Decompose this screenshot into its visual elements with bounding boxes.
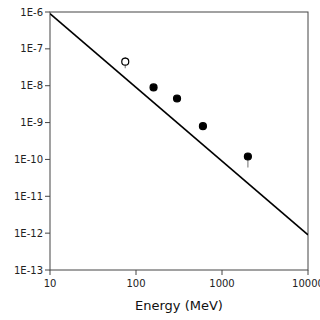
- y-tick-label: 1E-6: [20, 7, 43, 18]
- y-tick: [45, 233, 50, 234]
- x-tick: [136, 270, 137, 275]
- y-tick-label: 1E-10: [14, 154, 43, 165]
- y-tick: [45, 48, 50, 49]
- y-tick-label: 1E-11: [14, 191, 43, 202]
- x-tick-label: 10: [44, 278, 57, 289]
- y-tick: [45, 12, 50, 13]
- y-tick: [45, 270, 50, 271]
- filled-point: [199, 123, 206, 130]
- filled-point: [150, 84, 157, 91]
- filled-point: [174, 95, 181, 102]
- y-tick: [45, 85, 50, 86]
- y-tick: [45, 122, 50, 123]
- y-tick-label: 1E-9: [20, 117, 43, 128]
- y-tick-label: 1E-8: [20, 80, 43, 91]
- plot-frame: [50, 12, 308, 270]
- x-axis-label: Energy (MeV): [135, 298, 223, 313]
- open-point: [122, 58, 129, 65]
- power-law-line: [50, 14, 308, 235]
- filled-point: [244, 153, 251, 160]
- x-tick-label: 1000: [209, 278, 234, 289]
- y-tick-label: 1E-13: [14, 265, 43, 276]
- y-tick: [45, 196, 50, 197]
- y-tick-label: 1E-7: [20, 43, 43, 54]
- chart: 10 100 1000 10000 1E-13 1E-12 1E-11 1E-10 1E-9 1E…: [0, 0, 320, 320]
- y-tick: [45, 159, 50, 160]
- x-tick-label: 100: [126, 278, 145, 289]
- y-tick-label: 1E-12: [14, 228, 43, 239]
- x-tick: [222, 270, 223, 275]
- x-tick: [50, 270, 51, 275]
- x-tick-label: 10000: [292, 278, 320, 289]
- plot-marks: [50, 14, 308, 235]
- x-tick: [308, 270, 309, 275]
